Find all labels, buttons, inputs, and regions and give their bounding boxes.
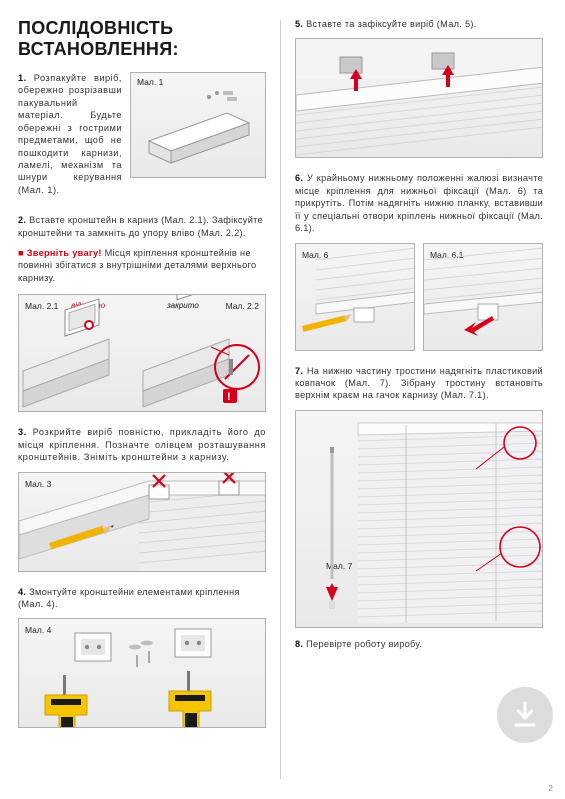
step1-text: 1. Розпакуйте виріб, обережно розрізавши… [18, 72, 122, 196]
fig-6-1: Мал. 6.1 [423, 243, 543, 351]
fig-6: Мал. 6 [295, 243, 415, 351]
step3-num: 3. [18, 427, 27, 437]
fig3-illustration [19, 473, 266, 572]
fig-4: Мал. 4 [18, 618, 266, 728]
page-number: 2 [549, 784, 553, 793]
step2-body: Вставте кронштейн в карниз (Мал. 2.1). З… [18, 215, 263, 237]
step4-body: Змонтуйте кронштейни елементами кріпленн… [18, 587, 240, 609]
fig-3: Мал. 3 [18, 472, 266, 572]
step5-body: Вставте та зафіксуйте виріб (Мал. 5). [306, 19, 476, 29]
right-column: 5. Вставте та зафіксуйте виріб (Мал. 5).… [285, 18, 543, 787]
step2-warn: ■ Зверніть увагу! Місця кріплення кроншт… [18, 247, 266, 284]
step6-num: 6. [295, 173, 303, 183]
step5-num: 5. [295, 19, 303, 29]
step5-text: 5. Вставте та зафіксуйте виріб (Мал. 5). [295, 18, 543, 30]
column-divider [280, 20, 281, 779]
fig5-illustration [296, 39, 543, 158]
fig-5: Мал. 5 [295, 38, 543, 158]
step8-text: 8. Перевірте роботу виробу. [295, 638, 543, 650]
main-heading: ПОСЛІДОВНІСТЬ ВСТАНОВЛЕННЯ: [18, 18, 266, 60]
fig2-illustration: ! [19, 295, 266, 412]
fig-1: Мал. 1 [130, 72, 266, 178]
step3-text: 3. Розкрийте виріб повністю, прикладіть … [18, 426, 266, 463]
step6-text: 6. У крайньому нижньому положенні жалюзі… [295, 172, 543, 234]
fig-7: Мал. 7 Мал. 7.1 [295, 410, 543, 628]
step1-row: 1. Розпакуйте виріб, обережно розрізавши… [18, 72, 266, 204]
fig1-illustration [131, 73, 266, 178]
fig6-row: Мал. 6 [295, 243, 543, 351]
step7-num: 7. [295, 366, 303, 376]
step4-num: 4. [18, 587, 26, 597]
step6-body: У крайньому нижньому положенні жалюзі ви… [295, 173, 543, 233]
step8-body: Перевірте роботу виробу. [306, 639, 422, 649]
step3-body: Розкрийте виріб повністю, прикладіть йог… [18, 427, 266, 462]
step2-text: 2. Вставте кронштейн в карниз (Мал. 2.1)… [18, 214, 266, 239]
step8-num: 8. [295, 639, 303, 649]
page-root: ПОСЛІДОВНІСТЬ ВСТАНОВЛЕННЯ: 1. Розпакуйт… [0, 0, 565, 799]
fig7-illustration [296, 411, 543, 628]
step4-text: 4. Змонтуйте кронштейни елементами кріпл… [18, 586, 266, 611]
step2-num: 2. [18, 215, 26, 225]
step1-body: Розпакуйте виріб, обережно розрізавши па… [18, 73, 122, 195]
fig4-illustration [19, 619, 266, 728]
download-icon [497, 687, 553, 743]
step1-num: 1. [18, 73, 27, 83]
fig-2: Мал. 2.1 Мал. 2.2 відкрито закрито [18, 294, 266, 412]
left-column: ПОСЛІДОВНІСТЬ ВСТАНОВЛЕННЯ: 1. Розпакуйт… [18, 18, 276, 787]
fig61-illustration [424, 244, 543, 351]
fig6-illustration [296, 244, 415, 351]
svg-text:!: ! [227, 391, 231, 403]
step2-warn-prefix: ■ Зверніть увагу! [18, 248, 102, 258]
step7-text: 7. На нижню частину тростини надягніть п… [295, 365, 543, 402]
step7-body: На нижню частину тростини надягніть плас… [295, 366, 543, 401]
